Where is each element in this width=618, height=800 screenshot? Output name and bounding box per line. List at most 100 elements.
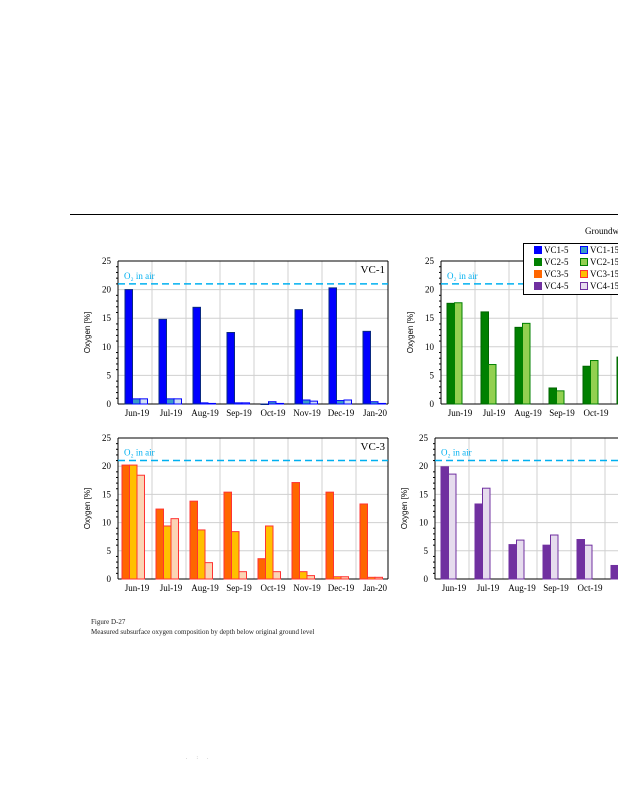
bar (200, 402, 209, 405)
bar (550, 534, 559, 580)
y-axis-label: Oxygen [%] (83, 488, 92, 529)
bar (260, 403, 269, 405)
o2-in-air-label: O₂ in air (441, 448, 472, 458)
legend-swatch (580, 246, 588, 254)
bar (333, 576, 342, 580)
bar (136, 474, 145, 580)
bar (139, 398, 148, 405)
legend-swatch (534, 246, 542, 254)
bar (257, 558, 266, 580)
bar (272, 571, 281, 580)
y-tick-label: 5 (424, 546, 429, 556)
x-tick-label: Jun-19 (442, 583, 467, 593)
y-tick-label: 5 (107, 546, 112, 556)
bar (576, 539, 585, 580)
bar (582, 365, 591, 405)
x-tick-label: Jan-20 (363, 408, 387, 418)
bar (548, 387, 557, 405)
bar (374, 576, 383, 580)
legend-label: VC3-15 (590, 269, 618, 279)
y-tick-label: 25 (425, 256, 435, 266)
bar (367, 576, 376, 580)
y-tick-label: 25 (419, 433, 429, 443)
figure-number: Figure D-27 (91, 618, 126, 626)
y-tick-label: 20 (102, 285, 112, 295)
legend-swatch (580, 282, 588, 290)
x-tick-label: Sep-19 (226, 583, 252, 593)
x-tick-label: Dec-19 (328, 408, 355, 418)
y-tick-label: 0 (107, 574, 112, 584)
legend-item: VC3-15 (580, 269, 618, 279)
figure-description: Measured subsurface oxygen composition b… (91, 628, 315, 636)
x-tick-label: Jun-19 (448, 408, 473, 418)
x-tick-label: Aug-19 (191, 583, 219, 593)
legend-label: VC4-5 (544, 281, 569, 291)
y-tick-label: 25 (102, 433, 112, 443)
legend-label: VC2-15 (590, 257, 618, 267)
bar (192, 306, 201, 405)
bar (238, 571, 247, 580)
legend-swatch (534, 258, 542, 266)
y-tick-label: 15 (425, 313, 435, 323)
bar (121, 464, 130, 580)
x-tick-label: Sep-19 (226, 408, 252, 418)
bar (124, 289, 133, 405)
legend-item: VC4-15 (580, 281, 618, 291)
bar (362, 330, 371, 405)
bar (482, 487, 491, 580)
x-tick-label: Oct-19 (584, 408, 609, 418)
x-tick-label: Jul-19 (160, 408, 183, 418)
bar (207, 402, 216, 405)
y-tick-label: 20 (102, 461, 112, 471)
bar (197, 529, 206, 580)
bar (474, 503, 483, 580)
y-tick-label: 0 (430, 399, 435, 409)
o2-in-air-label: O₂ in air (124, 271, 155, 281)
x-tick-label: Aug-19 (508, 583, 536, 593)
bar (129, 464, 138, 580)
chart-title: VC-1 (361, 264, 385, 276)
o2-in-air-label: O₂ in air (447, 271, 478, 281)
legend-swatch (534, 282, 542, 290)
bar (370, 401, 379, 405)
x-tick-label: Nov-19 (293, 583, 321, 593)
page-footer: . : . (186, 756, 213, 761)
y-tick-label: 0 (107, 399, 112, 409)
bar (508, 544, 517, 580)
bar (488, 364, 497, 405)
bar (448, 473, 457, 580)
bar (166, 398, 175, 405)
x-tick-label: Sep-19 (543, 583, 569, 593)
bar (325, 491, 334, 580)
x-tick-label: Oct-19 (261, 408, 286, 418)
legend-label: VC1-5 (544, 245, 569, 255)
x-tick-label: Jul-19 (160, 583, 183, 593)
legend-swatch (580, 258, 588, 266)
bar (234, 402, 243, 405)
legend-item: VC4-5 (534, 281, 569, 291)
bar (265, 525, 274, 580)
x-tick-label: Aug-19 (191, 408, 219, 418)
y-tick-label: 15 (102, 489, 112, 499)
bar (170, 518, 179, 580)
legend-swatch (534, 270, 542, 278)
y-tick-label: 5 (107, 370, 112, 380)
bar (480, 311, 489, 405)
chart-title: VC-3 (361, 441, 386, 453)
bar (302, 399, 311, 405)
figure-caption: Figure D-27 Measured subsurface oxygen c… (91, 617, 314, 637)
bar (377, 402, 386, 405)
bar (306, 575, 315, 580)
x-tick-label: Jul-19 (477, 583, 500, 593)
bar (359, 503, 368, 580)
y-tick-label: 10 (425, 342, 435, 352)
bar (275, 402, 284, 405)
x-tick-label: Jan-20 (363, 583, 387, 593)
x-tick-label: Sep-19 (549, 408, 575, 418)
y-tick-label: 20 (419, 461, 429, 471)
bar (223, 491, 232, 580)
bar (514, 326, 523, 405)
bar (231, 531, 240, 580)
x-tick-label: Jun-19 (125, 408, 150, 418)
